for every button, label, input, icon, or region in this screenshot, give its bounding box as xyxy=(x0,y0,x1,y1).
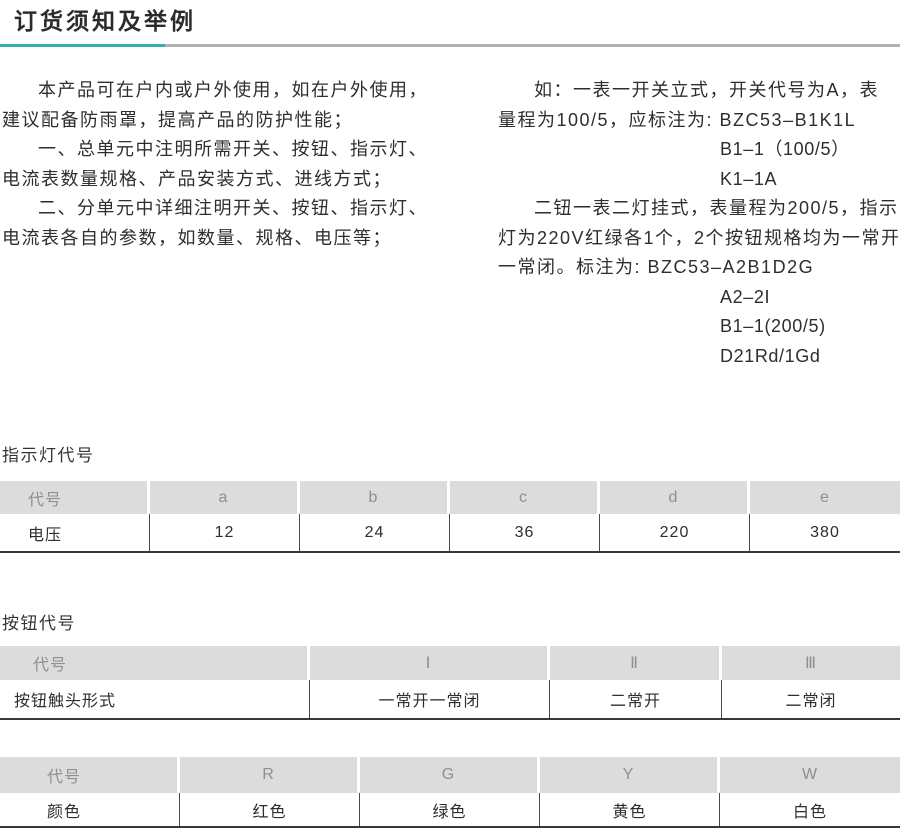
data-cell: 二常开 xyxy=(550,680,722,718)
header-cell: Y xyxy=(540,757,720,793)
indicator-codes-table: 代号 a b c d e 电压 12 24 36 220 380 xyxy=(0,481,900,553)
header-cell: 代号 xyxy=(0,481,150,514)
header-cell: e xyxy=(750,481,900,514)
data-cell: 白色 xyxy=(792,803,827,821)
table-data-row: 按钮触头形式 一常开一常闭 二常开 二常闭 xyxy=(0,680,900,720)
paragraph-line: 一、总单元中注明所需开关、按钮、指示灯、 xyxy=(38,139,428,159)
spec-code-line: B1–1（100/5） xyxy=(720,139,850,159)
header-cell: W xyxy=(720,757,900,793)
data-cell: 电压 xyxy=(0,514,150,551)
paragraph-line: 电流表各自的参数，如数量、规格、电压等； xyxy=(2,227,392,248)
paragraph-line: 如：一表一开关立式，开关代号为A，表 xyxy=(534,80,880,100)
button-codes-table: 代号 Ⅰ Ⅱ Ⅲ 按钮触头形式 一常开一常闭 二常开 二常闭 xyxy=(0,646,900,720)
spec-code-line: D21Rd/1Gd xyxy=(720,345,821,366)
header-cell: 代号 xyxy=(0,646,310,680)
intro-right-column: 如：一表一开关立式，开关代号为A，表 量程为100/5，应标注为: BZC53–… xyxy=(498,76,900,371)
spec-code-line: A2–2I xyxy=(720,286,771,307)
data-cell: 黄色 xyxy=(540,793,720,826)
title-underline xyxy=(0,44,900,47)
paragraph-line: 一常闭。标注为: BZC53–A2B1D2G xyxy=(498,257,815,277)
paragraph-line: 灯为220V红绿各1个，2个按钮规格均为一常开 xyxy=(498,227,900,248)
header-cell: G xyxy=(360,757,540,793)
data-cell: 绿色 xyxy=(360,793,540,826)
data-cell: 按钮触头形式 xyxy=(0,680,310,718)
title-underline-accent xyxy=(0,44,165,47)
header-cell: Ⅰ xyxy=(310,646,550,680)
table-header-row: 代号 a b c d e xyxy=(0,481,900,514)
header-cell: d xyxy=(600,481,750,514)
data-cell: 一常开一常闭 xyxy=(310,680,550,718)
spec-code-line: B1–1(200/5) xyxy=(720,316,826,336)
data-cell: 36 xyxy=(450,514,600,551)
paragraph-line: 建议配备防雨罩，提高产品的防护性能； xyxy=(2,109,353,130)
header-cell: Ⅱ xyxy=(550,646,722,680)
data-cell: 12 xyxy=(150,514,300,551)
header-cell: R xyxy=(180,757,360,793)
header-cell: a xyxy=(150,481,300,514)
header-cell: 代号 xyxy=(0,757,180,793)
data-cell: 220 xyxy=(600,514,750,551)
table-header-row: 代号 R G Y W xyxy=(0,757,900,793)
data-cell: 二常闭 xyxy=(785,693,837,710)
data-cell: 颜色 xyxy=(0,793,180,826)
table-header-row: 代号 Ⅰ Ⅱ Ⅲ xyxy=(0,646,900,680)
paragraph-line: 本产品可在户内或户外使用，如在户外使用， xyxy=(38,80,428,100)
data-cell: 红色 xyxy=(180,793,360,826)
header-cell: b xyxy=(300,481,450,514)
paragraph-line: 二、分单元中详细注明开关、按钮、指示灯、 xyxy=(38,198,428,218)
spec-code-line: K1–1A xyxy=(720,168,778,189)
data-cell: 24 xyxy=(300,514,450,551)
header-cell: c xyxy=(450,481,600,514)
page-title: 订货须知及举例 xyxy=(14,8,196,34)
table-data-row: 电压 12 24 36 220 380 xyxy=(0,514,900,553)
paragraph-line: 二钮一表二灯挂式，表量程为200/5，指示 xyxy=(534,198,899,218)
table-data-row: 颜色 红色 绿色 黄色 白色 xyxy=(0,793,900,828)
button-color-codes-table: 代号 R G Y W 颜色 红色 绿色 黄色 白色 xyxy=(0,757,900,828)
button-codes-heading: 按钮代号 xyxy=(2,614,76,633)
indicator-codes-heading: 指示灯代号 xyxy=(2,446,95,465)
intro-left-column: 本产品可在户内或户外使用，如在户外使用， 建议配备防雨罩，提高产品的防护性能； … xyxy=(2,76,467,253)
data-cell: 380 xyxy=(810,523,840,541)
header-cell: Ⅲ xyxy=(722,646,900,680)
paragraph-line: 量程为100/5，应标注为: BZC53–B1K1L xyxy=(498,109,857,130)
paragraph-line: 电流表数量规格、产品安装方式、进线方式； xyxy=(2,168,392,189)
